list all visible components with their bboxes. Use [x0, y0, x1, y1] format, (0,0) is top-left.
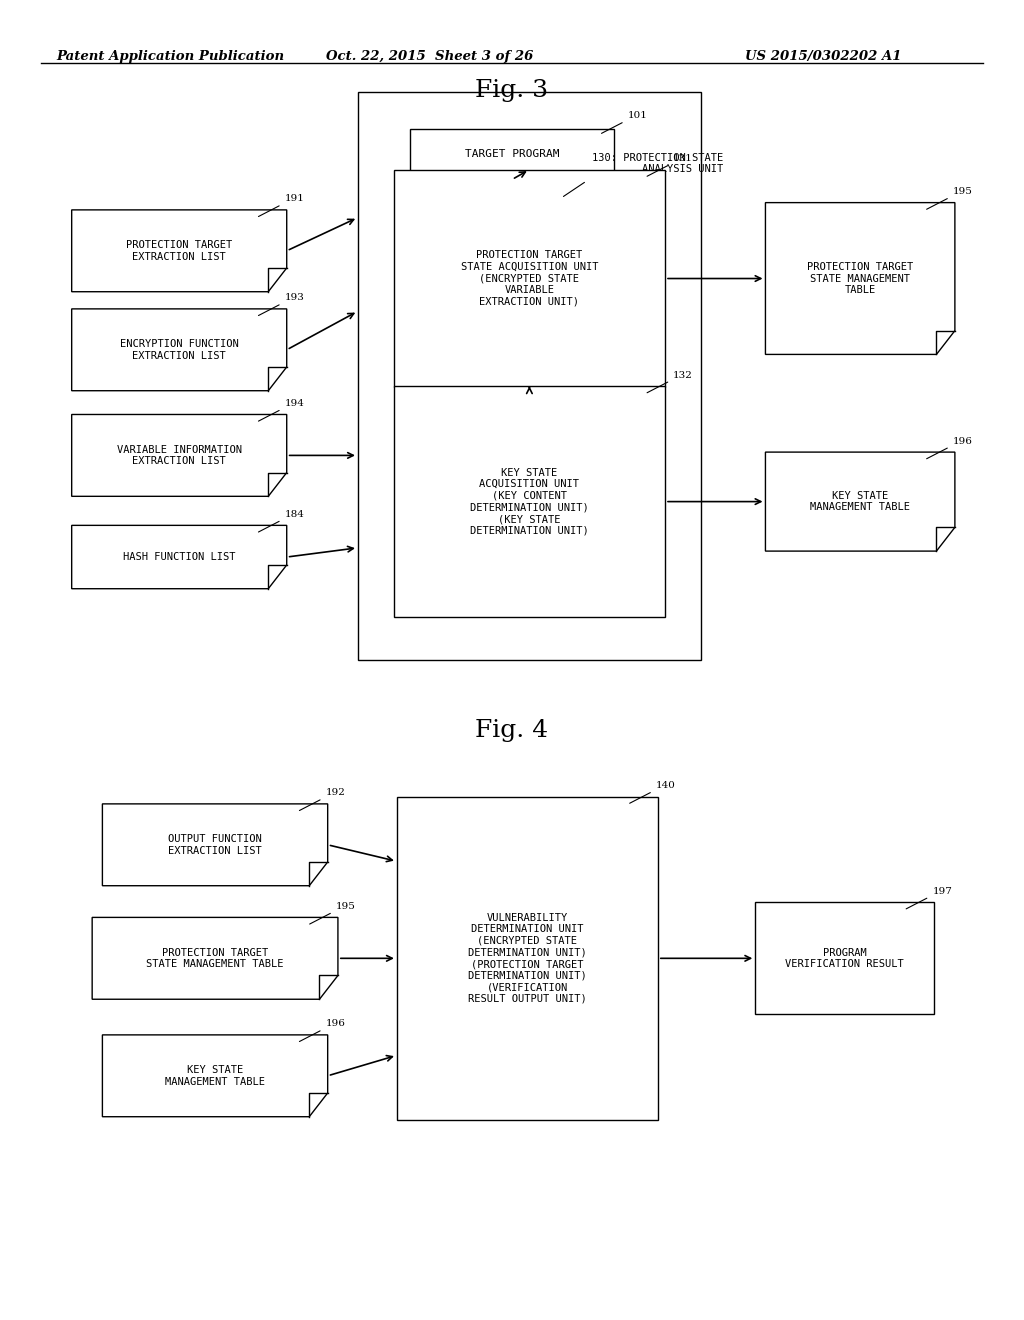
- Text: HASH FUNCTION LIST: HASH FUNCTION LIST: [123, 552, 236, 562]
- Text: Fig. 3: Fig. 3: [475, 79, 549, 102]
- Polygon shape: [765, 202, 954, 354]
- Text: 196: 196: [952, 437, 973, 446]
- Bar: [358, 92, 701, 660]
- Text: KEY STATE
ACQUISITION UNIT
(KEY CONTENT
DETERMINATION UNIT)
(KEY STATE
DETERMINA: KEY STATE ACQUISITION UNIT (KEY CONTENT …: [470, 467, 589, 536]
- Text: KEY STATE
MANAGEMENT TABLE: KEY STATE MANAGEMENT TABLE: [165, 1065, 265, 1086]
- Text: PROGRAM
VERIFICATION RESULT: PROGRAM VERIFICATION RESULT: [785, 948, 904, 969]
- Polygon shape: [102, 804, 328, 886]
- Text: Oct. 22, 2015  Sheet 3 of 26: Oct. 22, 2015 Sheet 3 of 26: [327, 50, 534, 63]
- Text: 195: 195: [952, 187, 973, 195]
- Text: 184: 184: [285, 510, 304, 519]
- Text: PROTECTION TARGET
EXTRACTION LIST: PROTECTION TARGET EXTRACTION LIST: [126, 240, 232, 261]
- Polygon shape: [72, 210, 287, 292]
- Text: PROTECTION TARGET
STATE MANAGEMENT
TABLE: PROTECTION TARGET STATE MANAGEMENT TABLE: [807, 261, 913, 296]
- Text: 191: 191: [285, 194, 304, 203]
- Text: 101: 101: [628, 111, 647, 120]
- Polygon shape: [765, 451, 954, 552]
- Text: PROTECTION TARGET
STATE MANAGEMENT TABLE: PROTECTION TARGET STATE MANAGEMENT TABLE: [146, 948, 284, 969]
- Text: 195: 195: [336, 902, 355, 911]
- Bar: [393, 169, 666, 388]
- Text: 193: 193: [285, 293, 304, 302]
- Text: VULNERABILITY
DETERMINATION UNIT
(ENCRYPTED STATE
DETERMINATION UNIT)
(PROTECTIO: VULNERABILITY DETERMINATION UNIT (ENCRYP…: [468, 912, 587, 1005]
- Text: ENCRYPTION FUNCTION
EXTRACTION LIST: ENCRYPTION FUNCTION EXTRACTION LIST: [120, 339, 239, 360]
- Text: KEY STATE
MANAGEMENT TABLE: KEY STATE MANAGEMENT TABLE: [810, 491, 910, 512]
- Text: Fig. 4: Fig. 4: [475, 719, 549, 742]
- Bar: [410, 129, 614, 180]
- Text: US 2015/0302202 A1: US 2015/0302202 A1: [744, 50, 901, 63]
- Bar: [755, 903, 934, 1014]
- Text: OUTPUT FUNCTION
EXTRACTION LIST: OUTPUT FUNCTION EXTRACTION LIST: [168, 834, 262, 855]
- Text: 196: 196: [326, 1019, 345, 1028]
- Bar: [397, 796, 658, 1119]
- Text: VARIABLE INFORMATION
EXTRACTION LIST: VARIABLE INFORMATION EXTRACTION LIST: [117, 445, 242, 466]
- Text: TARGET PROGRAM: TARGET PROGRAM: [465, 149, 559, 160]
- Text: 130: PROTECTION STATE
        ANALYSIS UNIT: 130: PROTECTION STATE ANALYSIS UNIT: [592, 153, 723, 174]
- Bar: [393, 385, 666, 618]
- Polygon shape: [102, 1035, 328, 1117]
- Polygon shape: [92, 917, 338, 999]
- Text: Patent Application Publication: Patent Application Publication: [56, 50, 285, 63]
- Text: 131: 131: [674, 154, 693, 162]
- Text: PROTECTION TARGET
STATE ACQUISITION UNIT
(ENCRYPTED STATE
VARIABLE
EXTRACTION UN: PROTECTION TARGET STATE ACQUISITION UNIT…: [461, 251, 598, 306]
- Text: 132: 132: [674, 371, 693, 380]
- Text: 194: 194: [285, 399, 304, 408]
- Polygon shape: [72, 414, 287, 496]
- Text: 197: 197: [932, 887, 952, 895]
- Text: 140: 140: [656, 781, 676, 789]
- Text: 192: 192: [326, 788, 345, 797]
- Polygon shape: [72, 309, 287, 391]
- Polygon shape: [72, 525, 287, 589]
